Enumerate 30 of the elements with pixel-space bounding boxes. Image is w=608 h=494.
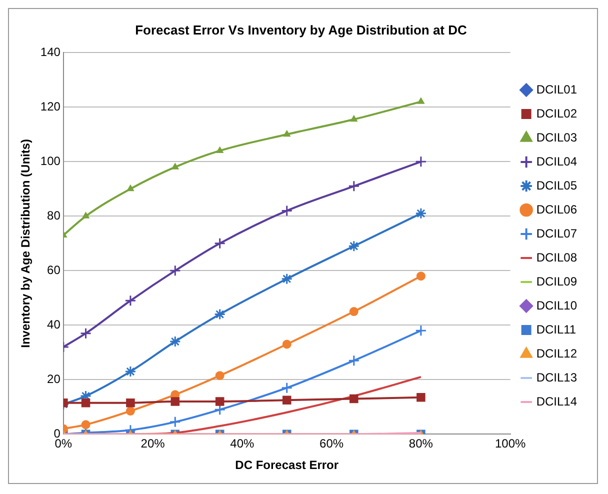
x-tick-label: 80% bbox=[408, 436, 434, 451]
legend-label: DCIL08 bbox=[536, 250, 578, 264]
legend-label: DCIL04 bbox=[536, 154, 578, 168]
legend-label: DCIL10 bbox=[536, 298, 578, 312]
chart-title: Forecast Error Vs Inventory by Age Distribution at DC bbox=[135, 22, 468, 38]
legend-label: DCIL02 bbox=[536, 106, 578, 120]
y-tick-label: 140 bbox=[40, 44, 61, 59]
y-tick-label: 80 bbox=[47, 208, 61, 222]
x-tick-label: 60% bbox=[320, 436, 344, 451]
legend-label: DCIL07 bbox=[536, 226, 578, 240]
legend-label: DCIL14 bbox=[536, 394, 578, 408]
x-tick-label: 20% bbox=[140, 436, 166, 451]
x-tick-label: 100% bbox=[494, 436, 526, 451]
legend-label: DCIL09 bbox=[536, 274, 578, 288]
y-axis-title: Inventory by Age Distribution (Units) bbox=[18, 138, 33, 348]
y-tick-label: 20 bbox=[47, 372, 61, 386]
y-tick-label: 120 bbox=[40, 99, 61, 114]
legend-label: DCIL11 bbox=[536, 322, 576, 336]
legend-label: DCIL13 bbox=[536, 370, 578, 384]
legend-label: DCIL01 bbox=[536, 82, 578, 96]
x-tick-label: 40% bbox=[230, 436, 255, 451]
x-axis-title: DC Forecast Error bbox=[235, 458, 339, 472]
legend-label: DCIL05 bbox=[536, 178, 578, 192]
y-tick-label: 100 bbox=[40, 154, 61, 168]
y-tick-label: 40 bbox=[47, 317, 61, 332]
legend-label: DCIL06 bbox=[536, 202, 578, 216]
y-tick-label: 60 bbox=[47, 262, 61, 277]
legend-label: DCIL12 bbox=[536, 346, 578, 360]
legend-label: DCIL03 bbox=[536, 130, 578, 144]
x-tick-label: 0% bbox=[54, 436, 72, 451]
